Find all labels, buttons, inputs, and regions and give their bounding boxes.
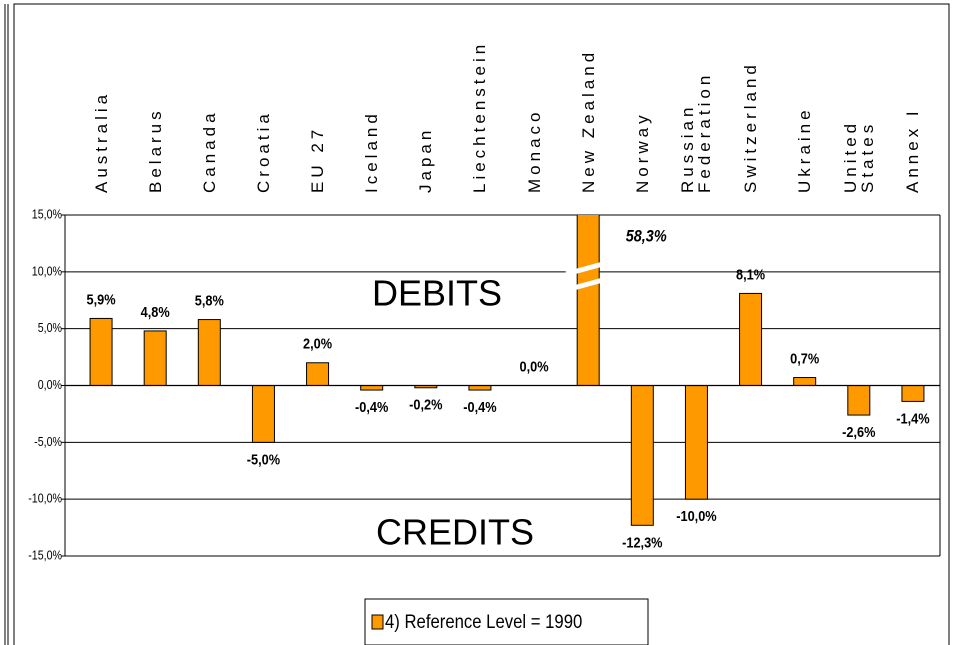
x-tick-label: Liechtenstein <box>470 40 490 193</box>
data-label: -0,4% <box>463 398 496 415</box>
x-tick-label: Ukraine <box>795 106 815 193</box>
x-tick-label: Croatia <box>253 110 273 193</box>
legend-box <box>364 598 649 645</box>
bar <box>468 385 492 391</box>
bar <box>360 385 384 391</box>
x-tick-label: Switzerland <box>741 61 761 193</box>
x-tick-label: Belarus <box>145 107 165 193</box>
axis-break <box>565 275 611 293</box>
legend-swatch <box>371 614 384 630</box>
bar <box>306 362 330 386</box>
chart-frame <box>13 3 950 645</box>
x-tick-label: Russian Federation <box>678 71 715 193</box>
x-tick-label: Monaco <box>524 108 544 193</box>
data-label: 0,7% <box>790 349 819 366</box>
bar <box>89 317 113 387</box>
data-label: -2,6% <box>842 423 875 440</box>
bar <box>901 385 925 402</box>
data-label: 5,8% <box>195 292 224 309</box>
x-tick-label: New Zealand <box>578 48 598 193</box>
data-label: -12,3% <box>622 533 662 550</box>
data-label: -10,0% <box>676 507 716 524</box>
annotation: DEBITS <box>372 273 502 314</box>
bar <box>847 385 871 416</box>
data-label: -0,4% <box>355 398 388 415</box>
bar <box>739 292 763 386</box>
y-tick-label: -5,0% <box>34 434 62 449</box>
data-label: 5,9% <box>87 290 116 307</box>
y-tick-label: 10,0% <box>32 263 63 278</box>
axis-break <box>565 259 611 277</box>
legend-label: 4) Reference Level = 1990 <box>385 611 582 632</box>
y-tick-label: 5,0% <box>38 320 63 335</box>
bar <box>143 330 167 387</box>
y-tick-label: 0,0% <box>38 377 63 392</box>
x-tick-label: Canada <box>199 109 219 193</box>
data-label: -1,4% <box>896 409 929 426</box>
x-tick-label: Australia <box>91 90 111 193</box>
data-label: 58,3% <box>626 227 667 245</box>
data-label: 4,8% <box>141 303 170 320</box>
x-tick-label: Japan <box>416 126 436 193</box>
data-label: -5,0% <box>247 450 280 467</box>
x-tick-label: United States <box>840 119 877 193</box>
bar <box>793 377 817 387</box>
x-tick-label: Annex I <box>903 107 923 193</box>
x-tick-label: EU 27 <box>308 125 328 193</box>
data-label: 2,0% <box>303 335 332 352</box>
bar <box>251 385 275 443</box>
bar <box>684 385 708 500</box>
bar <box>630 385 654 526</box>
data-label: 0,0% <box>520 357 549 374</box>
bar <box>197 319 221 386</box>
x-tick-label: Norway <box>632 111 652 193</box>
x-tick-label: Iceland <box>362 110 382 193</box>
y-tick-label: -15,0% <box>28 547 62 562</box>
annotation: CREDITS <box>376 512 534 553</box>
data-label: -0,2% <box>409 396 442 413</box>
data-label: 8,1% <box>736 265 765 282</box>
y-tick-label: 15,0% <box>32 206 63 221</box>
y-tick-label: -10,0% <box>28 491 62 506</box>
